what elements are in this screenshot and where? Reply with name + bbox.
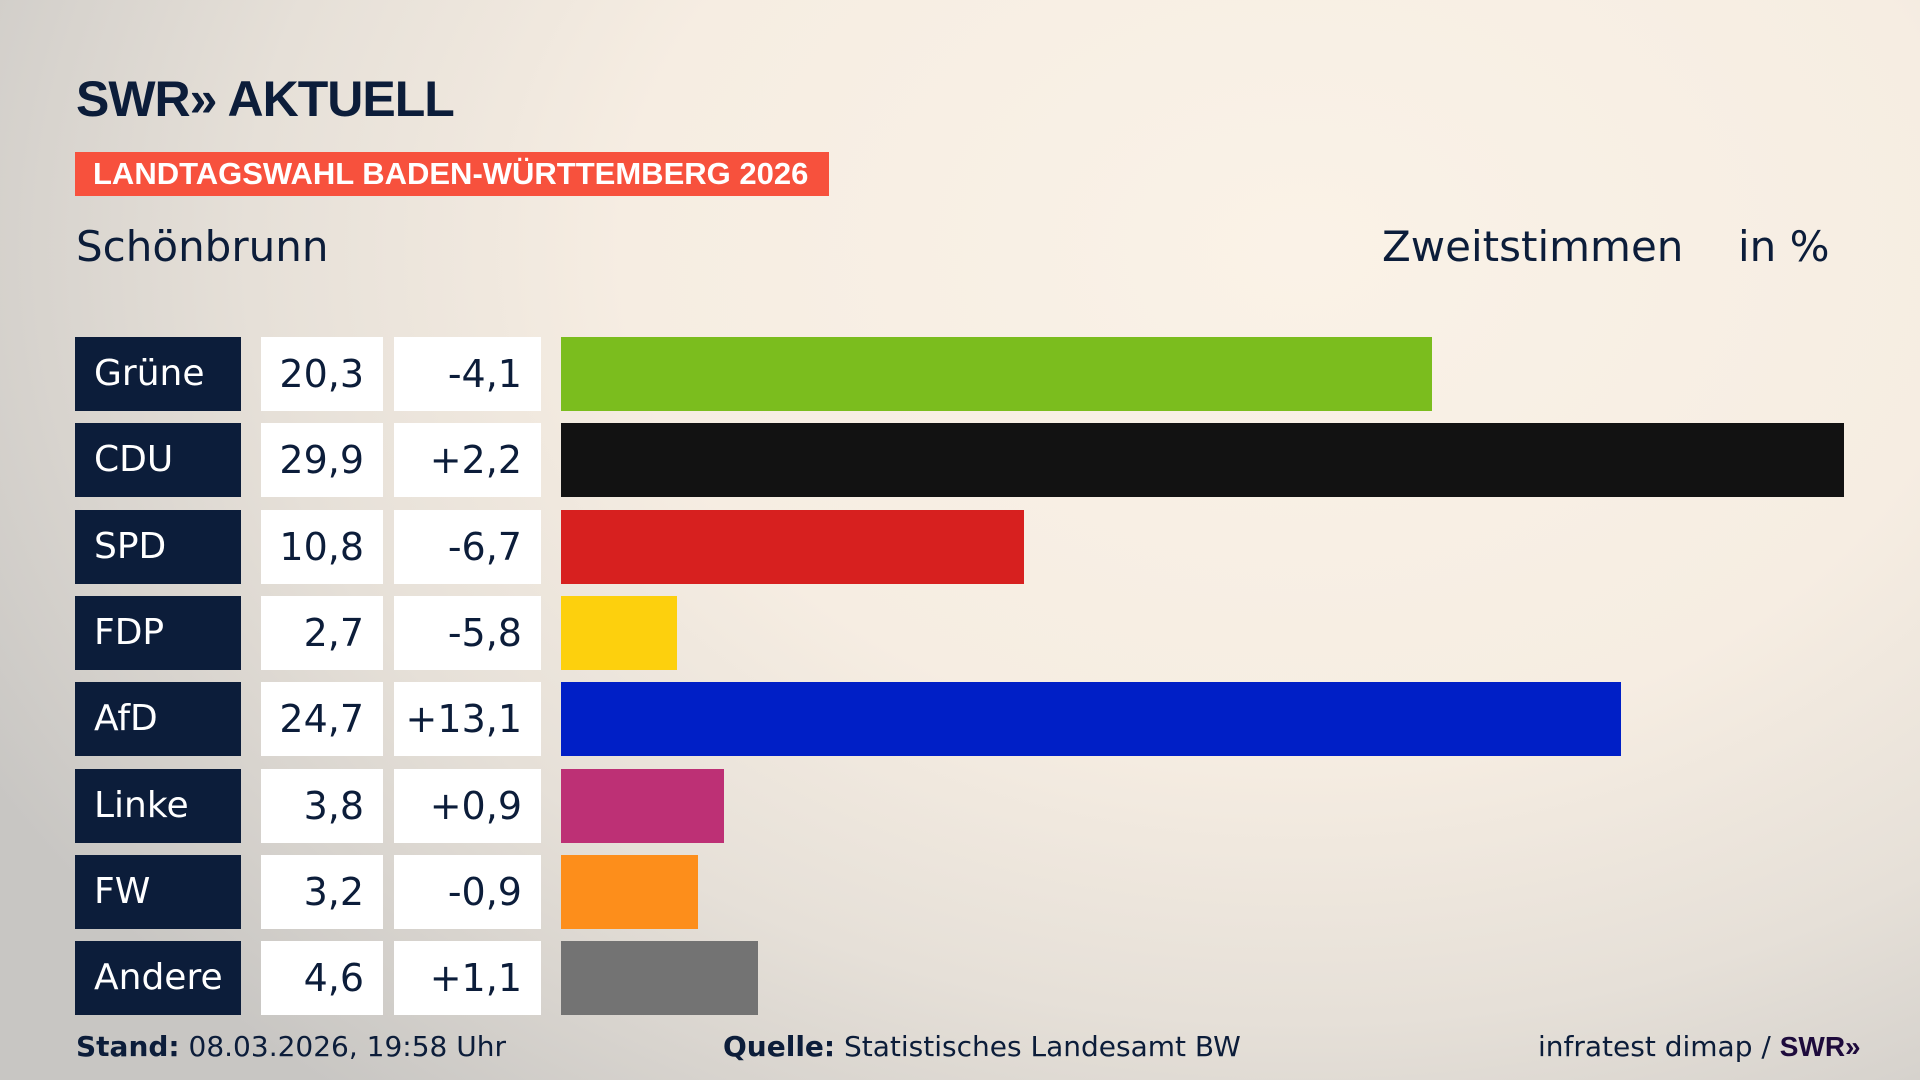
swr-logo: SWR» [1779, 1031, 1861, 1062]
party-diff: -4,1 [394, 337, 541, 411]
party-value: 3,2 [261, 854, 383, 929]
party-diff: +2,2 [394, 423, 541, 498]
party-name: Linke [75, 768, 241, 843]
party-row: SPD 10,8 -6,7 [0, 509, 1920, 584]
party-name: FW [75, 854, 241, 929]
party-row: FDP 2,7 -5,8 [0, 595, 1920, 670]
party-bar [561, 509, 1025, 584]
stand-label: Stand: [76, 1030, 180, 1063]
party-bar [561, 595, 677, 670]
party-value: 10,8 [261, 509, 383, 584]
party-diff: +0,9 [394, 768, 541, 843]
party-name: CDU [75, 423, 241, 498]
party-bar [561, 941, 759, 1016]
party-value: 29,9 [261, 423, 383, 498]
party-value: 20,3 [261, 337, 383, 411]
source: Quelle: Statistisches Landesamt BW [723, 1030, 1241, 1063]
stand-value: 08.03.2026, 19:58 Uhr [188, 1030, 506, 1063]
party-value: 24,7 [261, 682, 383, 757]
credit: infratest dimap / SWR» [1538, 1030, 1861, 1063]
party-value: 4,6 [261, 941, 383, 1016]
party-row: FW 3,2 -0,9 [0, 854, 1920, 929]
party-row: Grüne 20,3 -4,1 [0, 337, 1920, 411]
party-name: AfD [75, 682, 241, 757]
party-diff: -5,8 [394, 595, 541, 670]
party-value: 3,8 [261, 768, 383, 843]
source-label: Quelle: [723, 1030, 836, 1063]
party-bar [561, 337, 1433, 411]
party-row: AfD 24,7 +13,1 [0, 682, 1920, 757]
party-name: FDP [75, 595, 241, 670]
party-diff: +1,1 [394, 941, 541, 1016]
party-row: Linke 3,8 +0,9 [0, 768, 1920, 843]
party-row: CDU 29,9 +2,2 [0, 423, 1920, 498]
party-diff: -6,7 [394, 509, 541, 584]
timestamp: Stand: 08.03.2026, 19:58 Uhr [76, 1030, 506, 1063]
vote-type: Zweitstimmen [1382, 222, 1684, 271]
party-row: Andere 4,6 +1,1 [0, 941, 1920, 1016]
swr-aktuell-logo: SWR» AKTUELL [76, 71, 455, 127]
place-title: Schönbrunn [76, 222, 329, 271]
party-diff: -0,9 [394, 854, 541, 929]
credit-text: infratest dimap / [1538, 1030, 1780, 1063]
unit-label: in % [1738, 222, 1830, 271]
party-bar [561, 682, 1621, 757]
party-bar [561, 768, 725, 843]
party-name: SPD [75, 509, 241, 584]
party-diff: +13,1 [394, 682, 541, 757]
party-value: 2,7 [261, 595, 383, 670]
party-name: Andere [75, 941, 241, 1016]
party-bar [561, 854, 699, 929]
election-banner: LANDTAGSWAHL BADEN-WÜRTTEMBERG 2026 [75, 152, 829, 196]
party-name: Grüne [75, 337, 241, 411]
source-value: Statistisches Landesamt BW [844, 1030, 1241, 1063]
party-bar [561, 423, 1844, 498]
